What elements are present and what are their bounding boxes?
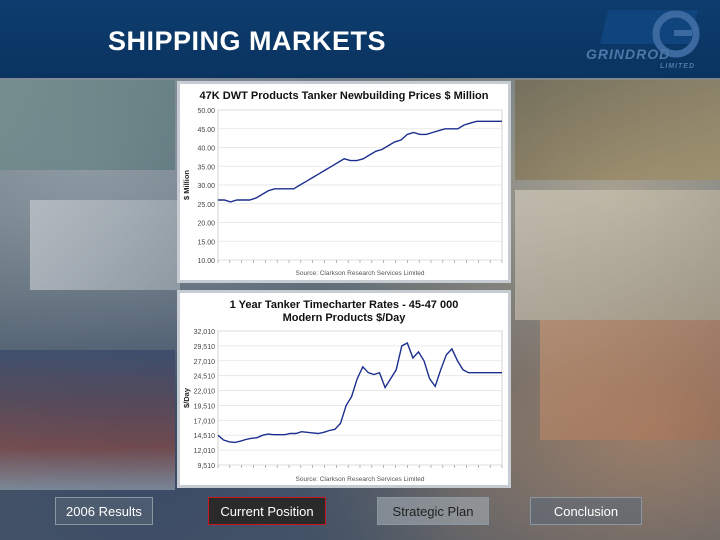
nav-label: Conclusion <box>553 503 619 519</box>
y-tick-label: 9,510 <box>197 463 215 470</box>
chart-panel-newbuilding-prices: 47K DWT Products Tanker Newbuilding Pric… <box>177 81 511 283</box>
series-line <box>217 342 502 444</box>
y-tick-label: 29,510 <box>194 344 216 351</box>
y-axis-label: $/Day <box>182 387 191 408</box>
bg-truck <box>0 80 175 170</box>
logo-subtext: LIMITED <box>660 63 695 70</box>
source-note: Source: Clarkson Research Services Limit… <box>296 270 425 277</box>
y-tick-label: 45.00 <box>197 127 215 134</box>
series-line <box>218 120 502 203</box>
plot-area <box>217 330 503 466</box>
y-tick-label: 40.00 <box>197 146 215 153</box>
chart-title-line: 1 Year Tanker Timecharter Rates - 45-47 … <box>230 299 459 311</box>
bg-bags <box>515 190 720 320</box>
nav-label: Strategic Plan <box>392 503 474 519</box>
bg-ship <box>0 350 175 490</box>
y-tick-label: 30.00 <box>197 183 215 190</box>
grindrod-logo <box>600 10 700 58</box>
nav-label: 2006 Results <box>66 503 142 519</box>
nav-button-conclusion[interactable]: Conclusion <box>530 497 642 525</box>
chart-newbuilding-prices: 47K DWT Products Tanker Newbuilding Pric… <box>182 90 503 277</box>
chart-panel-timecharter-rates: 1 Year Tanker Timecharter Rates - 45-47 … <box>177 290 511 488</box>
y-tick-label: 12,010 <box>194 448 216 455</box>
nav-button-2006-results[interactable]: 2006 Results <box>55 497 153 525</box>
y-tick-label: 50.00 <box>197 108 215 115</box>
y-tick-label: 19,510 <box>194 403 216 410</box>
y-tick-label: 10.00 <box>197 258 215 265</box>
nav-button-strategic-plan[interactable]: Strategic Plan <box>377 497 489 525</box>
y-tick-label: 25.00 <box>197 202 215 209</box>
y-tick-label: 22,010 <box>194 389 216 396</box>
nav-button-current-position[interactable]: Current Position <box>208 497 326 525</box>
chart-title-line: Modern Products $/Day <box>283 312 407 324</box>
y-axis-label: $ Million <box>182 170 191 200</box>
source-note: Source: Clarkson Research Services Limit… <box>296 476 425 483</box>
y-tick-label: 32,010 <box>194 329 216 336</box>
y-tick-label: 15.00 <box>197 239 215 246</box>
y-tick-label: 35.00 <box>197 164 215 171</box>
y-tick-label: 17,010 <box>194 418 216 425</box>
chart-title-line: 47K DWT Products Tanker Newbuilding Pric… <box>200 90 489 102</box>
bg-silos <box>30 200 180 290</box>
logo-text: GRINDROD <box>586 46 671 62</box>
chart-timecharter-rates: 1 Year Tanker Timecharter Rates - 45-47 … <box>182 299 503 483</box>
y-tick-label: 20.00 <box>197 221 215 228</box>
nav-label: Current Position <box>220 503 314 519</box>
y-tick-label: 24,510 <box>194 374 216 381</box>
bg-crane <box>515 80 720 180</box>
header-bar: SHIPPING MARKETS GRINDROD LIMITED <box>0 0 720 78</box>
y-tick-label: 14,510 <box>194 433 216 440</box>
bg-cargo <box>540 320 720 440</box>
page-title: SHIPPING MARKETS <box>108 26 387 56</box>
y-tick-label: 27,010 <box>194 359 216 366</box>
